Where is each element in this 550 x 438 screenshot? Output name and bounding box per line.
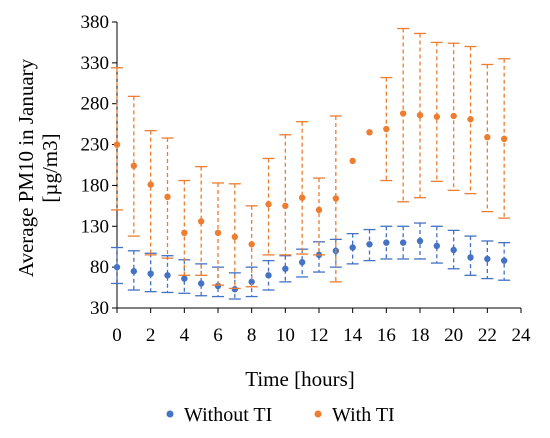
data-point [113, 263, 121, 271]
x-tick-label: 4 [180, 325, 190, 346]
data-point [130, 162, 138, 170]
data-point [399, 239, 407, 246]
data-point [147, 270, 154, 277]
y-tick-label: 330 [81, 53, 110, 74]
data-point [282, 265, 289, 272]
data-point [315, 206, 323, 214]
series-without-ti [111, 222, 511, 300]
data-point [500, 135, 508, 143]
y-axis-title-group: Average PM10 in January [µg/m3] [14, 58, 62, 277]
data-point [433, 113, 441, 120]
axes [112, 21, 522, 313]
x-tick-label: 18 [411, 325, 430, 346]
data-point [366, 241, 373, 248]
y-tick-label: 180 [81, 175, 110, 196]
x-axis-title: Time [hours] [245, 367, 354, 391]
data-point [248, 241, 255, 248]
data-point [130, 268, 138, 275]
data-point [500, 257, 508, 264]
data-point [383, 239, 390, 246]
data-point [231, 233, 239, 241]
data-point [181, 275, 188, 282]
y-tick-label: 30 [90, 298, 109, 319]
data-point [214, 229, 222, 237]
y-axis-title-line2: [µg/m3] [38, 133, 62, 202]
y-axis-title-line1: Average PM10 in January [14, 58, 38, 277]
x-tick-label: 6 [213, 325, 223, 346]
x-tick-label: 22 [478, 325, 497, 346]
legend: Without TI With TI [166, 404, 395, 426]
data-point [416, 111, 424, 119]
data-point [181, 229, 188, 237]
y-tick-label: 80 [90, 257, 109, 278]
data-point [484, 134, 491, 141]
data-point [231, 286, 239, 293]
x-tick-label: 24 [512, 325, 532, 346]
data-point [197, 280, 205, 287]
y-tick-label: 280 [81, 94, 110, 115]
data-point [282, 202, 289, 210]
data-point [164, 193, 171, 201]
x-tick-label: 0 [112, 325, 122, 346]
data-point [416, 237, 424, 245]
data-point [366, 129, 373, 136]
data-point [265, 201, 272, 208]
x-tick-label: 16 [377, 325, 396, 346]
data-point [484, 255, 491, 263]
data-point [467, 116, 474, 123]
data-point [450, 246, 457, 254]
data-point [265, 272, 272, 279]
data-point [349, 244, 356, 251]
legend-marker [166, 410, 174, 418]
data-point [383, 125, 390, 133]
data-point [164, 272, 171, 279]
series-with-ti [111, 27, 511, 290]
x-tick-label: 14 [343, 325, 363, 346]
x-tick-label: 8 [247, 325, 257, 346]
series-layer [111, 27, 511, 300]
data-point [399, 110, 407, 117]
data-point [214, 282, 222, 290]
data-point [349, 157, 356, 165]
y-tick-label: 130 [81, 216, 110, 237]
legend-label: With TI [332, 404, 395, 426]
data-point [332, 195, 340, 202]
x-tick-label: 2 [146, 325, 156, 346]
data-point [433, 242, 441, 250]
data-point [450, 112, 457, 120]
data-point [147, 181, 154, 188]
data-point [197, 218, 205, 225]
legend-marker [314, 410, 322, 418]
y-tick-label: 380 [81, 12, 110, 33]
legend-label: Without TI [184, 404, 272, 426]
data-point [113, 141, 121, 148]
data-point [467, 254, 474, 261]
x-tick-label: 10 [276, 325, 295, 346]
data-point [298, 194, 306, 201]
y-tick-label: 230 [81, 135, 110, 156]
data-point [298, 259, 306, 266]
x-tick-label: 20 [444, 325, 463, 346]
x-tick-label: 12 [310, 325, 329, 346]
data-point [248, 278, 255, 286]
